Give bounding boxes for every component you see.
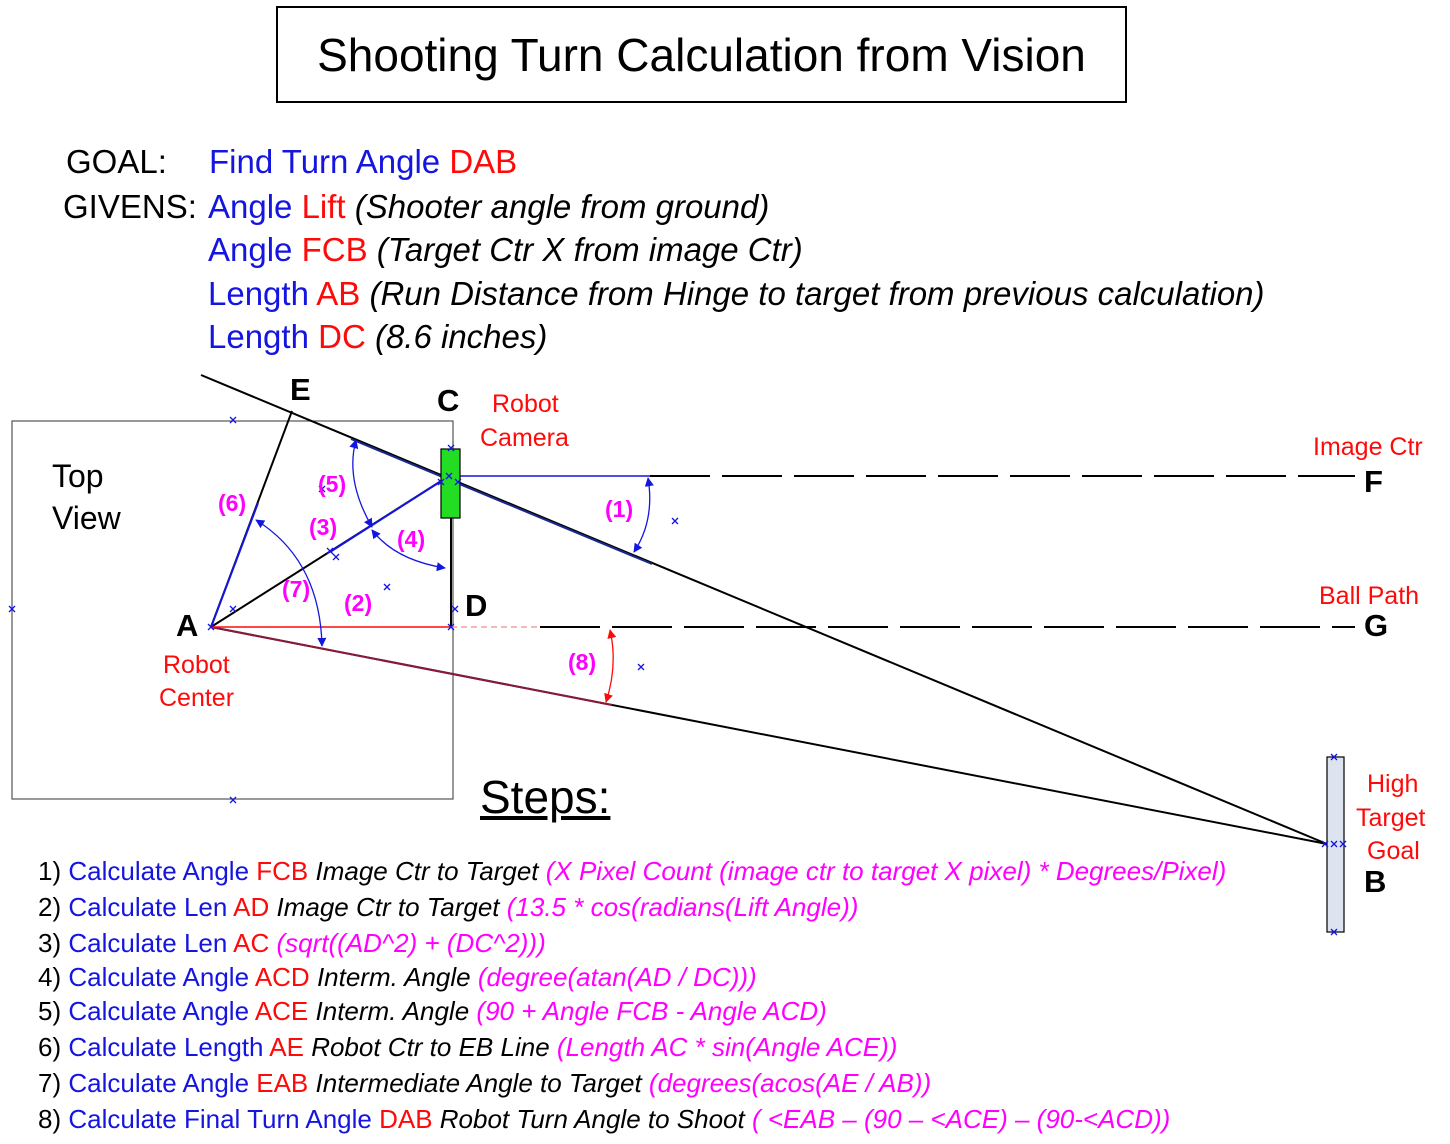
line-cb-highlight bbox=[350, 438, 653, 565]
point-f: F bbox=[1364, 464, 1383, 499]
angle-label-2: (2) bbox=[344, 590, 372, 616]
step-item: 8) Calculate Final Turn Angle DAB Robot … bbox=[38, 1104, 1171, 1134]
top-view-line2: View bbox=[52, 500, 122, 536]
ball-path-label: Ball Path bbox=[1319, 582, 1419, 610]
angle-label-3: (3) bbox=[309, 514, 337, 540]
step-item: 6) Calculate Length AE Robot Ctr to EB L… bbox=[38, 1032, 898, 1062]
top-view-line1: Top bbox=[52, 458, 104, 494]
angle-label-8: (8) bbox=[568, 649, 596, 675]
given-item: Angle Lift (Shooter angle from ground) bbox=[208, 188, 770, 225]
point-b: B bbox=[1364, 864, 1386, 899]
point-a: A bbox=[176, 608, 198, 643]
step-item: 3) Calculate Len AC (sqrt((AD^2) + (DC^2… bbox=[38, 928, 546, 958]
goal-label-3: Goal bbox=[1367, 837, 1420, 865]
robot-center-label-2: Center bbox=[159, 684, 234, 712]
angle-label-1: (1) bbox=[605, 496, 633, 522]
given-item: Angle FCB (Target Ctr X from image Ctr) bbox=[208, 231, 803, 268]
goal-label-1: High bbox=[1367, 770, 1418, 798]
robot-center-label-1: Robot bbox=[163, 651, 230, 679]
robot-camera-label-2: Camera bbox=[480, 424, 569, 452]
step-item: 5) Calculate Angle ACE Interm. Angle (90… bbox=[38, 996, 827, 1026]
line-ac-highlight bbox=[329, 475, 450, 553]
angle-arc-7 bbox=[255, 519, 327, 647]
title-text: Shooting Turn Calculation from Vision bbox=[317, 28, 1086, 81]
goal-statement: Find Turn Angle DAB bbox=[209, 143, 517, 181]
goal-angle: DAB bbox=[449, 143, 518, 180]
givens-label: GIVENS: bbox=[63, 188, 197, 225]
goal-label: GOAL: bbox=[66, 143, 167, 180]
robot-camera-label-1: Robot bbox=[492, 390, 559, 418]
point-e: E bbox=[290, 372, 311, 407]
step-item: 2) Calculate Len AD Image Ctr to Target … bbox=[38, 892, 859, 922]
page-title: Shooting Turn Calculation from Vision bbox=[276, 6, 1127, 103]
angle-arc-8 bbox=[604, 629, 617, 703]
line-ab-highlight bbox=[210, 626, 613, 706]
line-ecb bbox=[200, 374, 1328, 845]
angle-arc-5 bbox=[349, 439, 373, 528]
line-ae-highlight bbox=[210, 502, 259, 628]
angle-label-6: (6) bbox=[218, 490, 246, 516]
point-c: C bbox=[437, 383, 459, 418]
goal-line: GOAL: bbox=[66, 143, 167, 181]
high-target-goal bbox=[1326, 756, 1345, 933]
angle-label-7: (7) bbox=[282, 576, 310, 602]
goal-label-2: Target bbox=[1356, 804, 1426, 832]
angle-arc-1 bbox=[633, 477, 654, 553]
angle-label-4: (4) bbox=[397, 526, 425, 552]
step-item: 7) Calculate Angle EAB Intermediate Angl… bbox=[38, 1068, 932, 1098]
image-ctr-label: Image Ctr bbox=[1313, 433, 1423, 461]
given-item: Length AB (Run Distance from Hinge to ta… bbox=[208, 275, 1265, 312]
goal-text: Find Turn Angle bbox=[209, 143, 450, 180]
step-item: 1) Calculate Angle FCB Image Ctr to Targ… bbox=[38, 856, 1227, 886]
point-d: D bbox=[465, 588, 487, 623]
point-markers bbox=[8, 416, 1347, 936]
point-g: G bbox=[1364, 608, 1388, 643]
given-item: Length DC (8.6 inches) bbox=[208, 318, 548, 355]
angle-label-5: (5) bbox=[318, 471, 346, 497]
angle-arc-4 bbox=[371, 529, 446, 572]
step-item: 4) Calculate Angle ACD Interm. Angle (de… bbox=[38, 962, 757, 992]
steps-title: Steps: bbox=[480, 771, 611, 823]
